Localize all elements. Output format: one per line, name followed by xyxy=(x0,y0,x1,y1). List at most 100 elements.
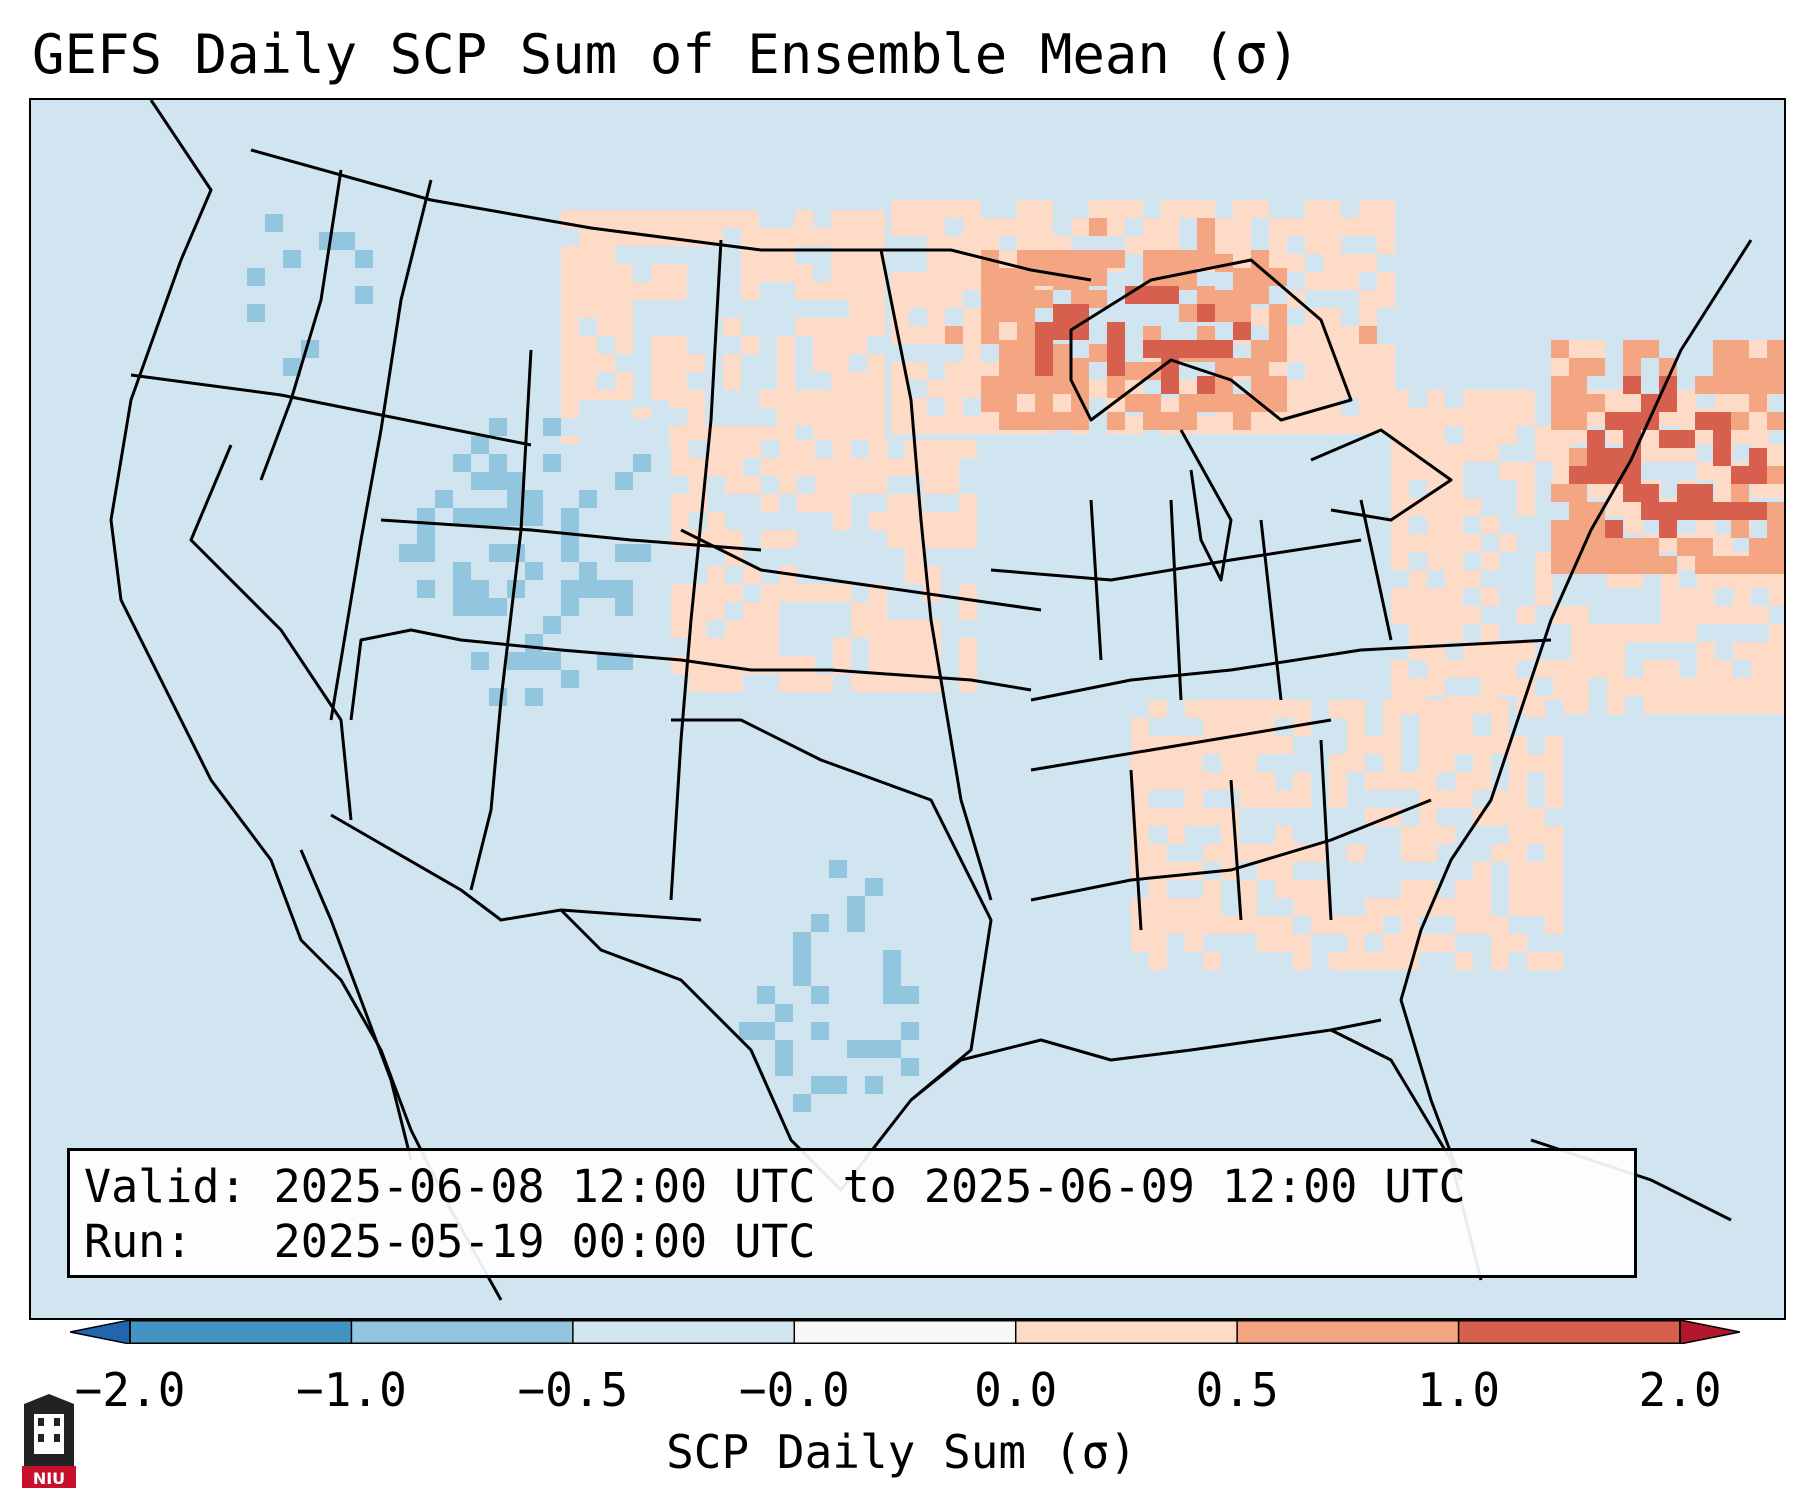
field-cell xyxy=(1149,916,1167,934)
field-cell xyxy=(1731,412,1749,430)
field-cell xyxy=(1419,808,1437,826)
field-cell xyxy=(1677,430,1695,448)
field-cell xyxy=(1365,952,1383,970)
field-cell xyxy=(945,326,963,344)
field-cell xyxy=(1053,344,1071,362)
field-cell xyxy=(815,584,833,602)
field-cell xyxy=(927,200,945,218)
field-cell xyxy=(941,638,959,656)
field-cell xyxy=(1287,416,1305,434)
field-cell xyxy=(1491,808,1509,826)
field-cell xyxy=(981,412,999,430)
field-cell xyxy=(1185,898,1203,916)
field-cell xyxy=(959,674,977,692)
field-cell xyxy=(1481,444,1499,462)
field-cell xyxy=(597,354,615,372)
field-cell xyxy=(671,602,689,620)
field-cell xyxy=(417,472,435,490)
field-cell xyxy=(561,318,579,336)
field-cell xyxy=(1185,862,1203,880)
field-cell xyxy=(1715,570,1733,588)
field-cell xyxy=(1149,808,1167,826)
field-cell xyxy=(1589,660,1607,678)
field-cell xyxy=(579,300,597,318)
field-cell xyxy=(671,566,689,584)
field-cell xyxy=(1391,588,1409,606)
field-cell xyxy=(525,400,543,418)
field-cell xyxy=(597,264,615,282)
field-cell xyxy=(1203,700,1221,718)
field-cell xyxy=(1269,250,1287,268)
field-cell xyxy=(1527,826,1545,844)
field-cell xyxy=(579,246,597,264)
field-cell xyxy=(927,326,945,344)
field-cell xyxy=(1569,520,1587,538)
colorbar-tick-label: −1.0 xyxy=(296,1363,407,1417)
field-cell xyxy=(633,282,651,300)
field-cell xyxy=(417,454,435,472)
field-cell xyxy=(1287,254,1305,272)
field-cell xyxy=(1481,642,1499,660)
field-cell xyxy=(1215,236,1233,254)
field-cell xyxy=(301,178,319,196)
field-cell xyxy=(1677,502,1695,520)
field-cell xyxy=(453,580,471,598)
field-cell xyxy=(1587,340,1605,358)
field-cell xyxy=(1409,390,1427,408)
field-cell xyxy=(941,440,959,458)
field-cell xyxy=(417,670,435,688)
field-cell xyxy=(1569,412,1587,430)
field-cell xyxy=(1491,790,1509,808)
field-cell xyxy=(381,670,399,688)
field-cell xyxy=(1749,394,1767,412)
field-cell xyxy=(813,228,831,246)
field-cell xyxy=(1359,380,1377,398)
field-cell xyxy=(1427,588,1445,606)
field-cell xyxy=(1257,700,1275,718)
field-cell xyxy=(813,426,831,444)
field-cell xyxy=(1491,736,1509,754)
field-cell xyxy=(1409,444,1427,462)
field-cell xyxy=(615,562,633,580)
field-cell xyxy=(1233,358,1251,376)
field-cell xyxy=(1347,844,1365,862)
field-cell xyxy=(651,282,669,300)
field-cell xyxy=(723,426,741,444)
field-cell xyxy=(815,440,833,458)
field-cell xyxy=(435,490,453,508)
field-cell xyxy=(1509,790,1527,808)
field-cell xyxy=(981,218,999,236)
field-cell xyxy=(1571,624,1589,642)
field-cell xyxy=(525,436,543,454)
field-cell xyxy=(669,372,687,390)
field-cell xyxy=(1341,272,1359,290)
field-cell xyxy=(1625,678,1643,696)
field-cell xyxy=(1535,660,1553,678)
field-cell xyxy=(417,544,435,562)
field-cell xyxy=(489,418,507,436)
field-cell xyxy=(399,400,417,418)
field-cell xyxy=(779,458,797,476)
field-cell xyxy=(1107,250,1125,268)
field-cell xyxy=(1311,898,1329,916)
field-cell xyxy=(1607,570,1625,588)
field-cell xyxy=(775,1094,793,1112)
field-cell xyxy=(739,914,757,932)
field-cell xyxy=(883,896,901,914)
field-cell xyxy=(1197,218,1215,236)
field-cell xyxy=(1643,426,1661,444)
field-cell xyxy=(1419,826,1437,844)
field-cell xyxy=(597,246,615,264)
field-cell xyxy=(1659,556,1677,574)
field-cell xyxy=(381,418,399,436)
field-cell xyxy=(1697,696,1715,714)
field-cell xyxy=(1185,934,1203,952)
field-cell xyxy=(651,634,669,652)
field-cell xyxy=(1697,588,1715,606)
field-cell xyxy=(1679,606,1697,624)
field-cell xyxy=(865,878,883,896)
field-cell xyxy=(1391,516,1409,534)
field-cell xyxy=(927,308,945,326)
field-cell xyxy=(1391,462,1409,480)
field-cell xyxy=(1445,390,1463,408)
